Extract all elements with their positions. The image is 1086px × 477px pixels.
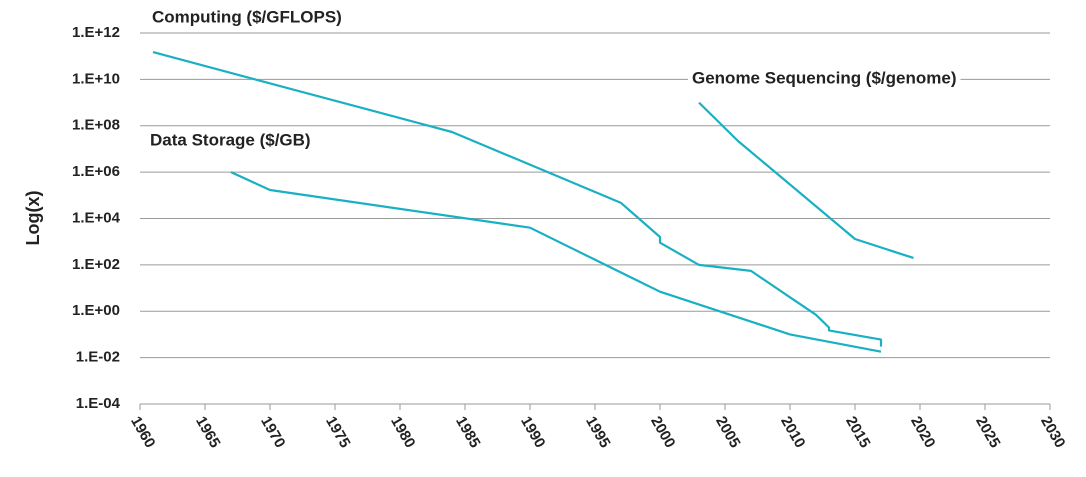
label-background [148, 7, 346, 29]
series-label: Data Storage ($/GB) [150, 130, 311, 149]
y-tick-label: 1.E+02 [72, 256, 120, 273]
series-line [152, 51, 883, 347]
x-tick-label: 1990 [517, 413, 548, 450]
y-tick-label: 1.E+12 [72, 24, 120, 41]
y-tick-label: 1.E+06 [72, 163, 120, 180]
y-axis-label: Log(x) [23, 191, 43, 246]
label-background [688, 68, 961, 90]
x-tick-label: 2010 [777, 413, 808, 450]
y-tick-label: 1.E+00 [72, 302, 120, 319]
y-tick-label: 1.E+08 [72, 117, 120, 134]
series-line [698, 101, 914, 259]
x-tick-label: 2000 [647, 413, 678, 450]
x-tick-label: 2020 [907, 413, 938, 450]
x-tick-label: 1965 [192, 413, 223, 450]
x-tick-label: 2025 [972, 413, 1003, 450]
x-tick-label: 1985 [452, 413, 483, 450]
y-tick-label: 1.E+04 [72, 209, 121, 226]
x-tick-label: 1995 [582, 413, 613, 450]
x-tick-label: 1980 [387, 413, 418, 450]
y-tick-label: 1.E-04 [76, 395, 121, 412]
x-tick-label: 1970 [257, 413, 288, 450]
x-tick-label: 1960 [127, 413, 158, 450]
x-tick-label: 1975 [322, 413, 353, 450]
series-line [230, 171, 882, 353]
series-label: Genome Sequencing ($/genome) [692, 68, 957, 87]
y-tick-label: 1.E+10 [72, 70, 120, 87]
x-tick-label: 2030 [1037, 413, 1068, 450]
y-tick-label: 1.E-02 [76, 349, 120, 366]
x-tick-label: 2005 [712, 413, 743, 450]
x-tick-label: 2015 [842, 413, 873, 450]
label-background [146, 130, 315, 152]
series-label: Computing ($/GFLOPS) [152, 7, 342, 26]
